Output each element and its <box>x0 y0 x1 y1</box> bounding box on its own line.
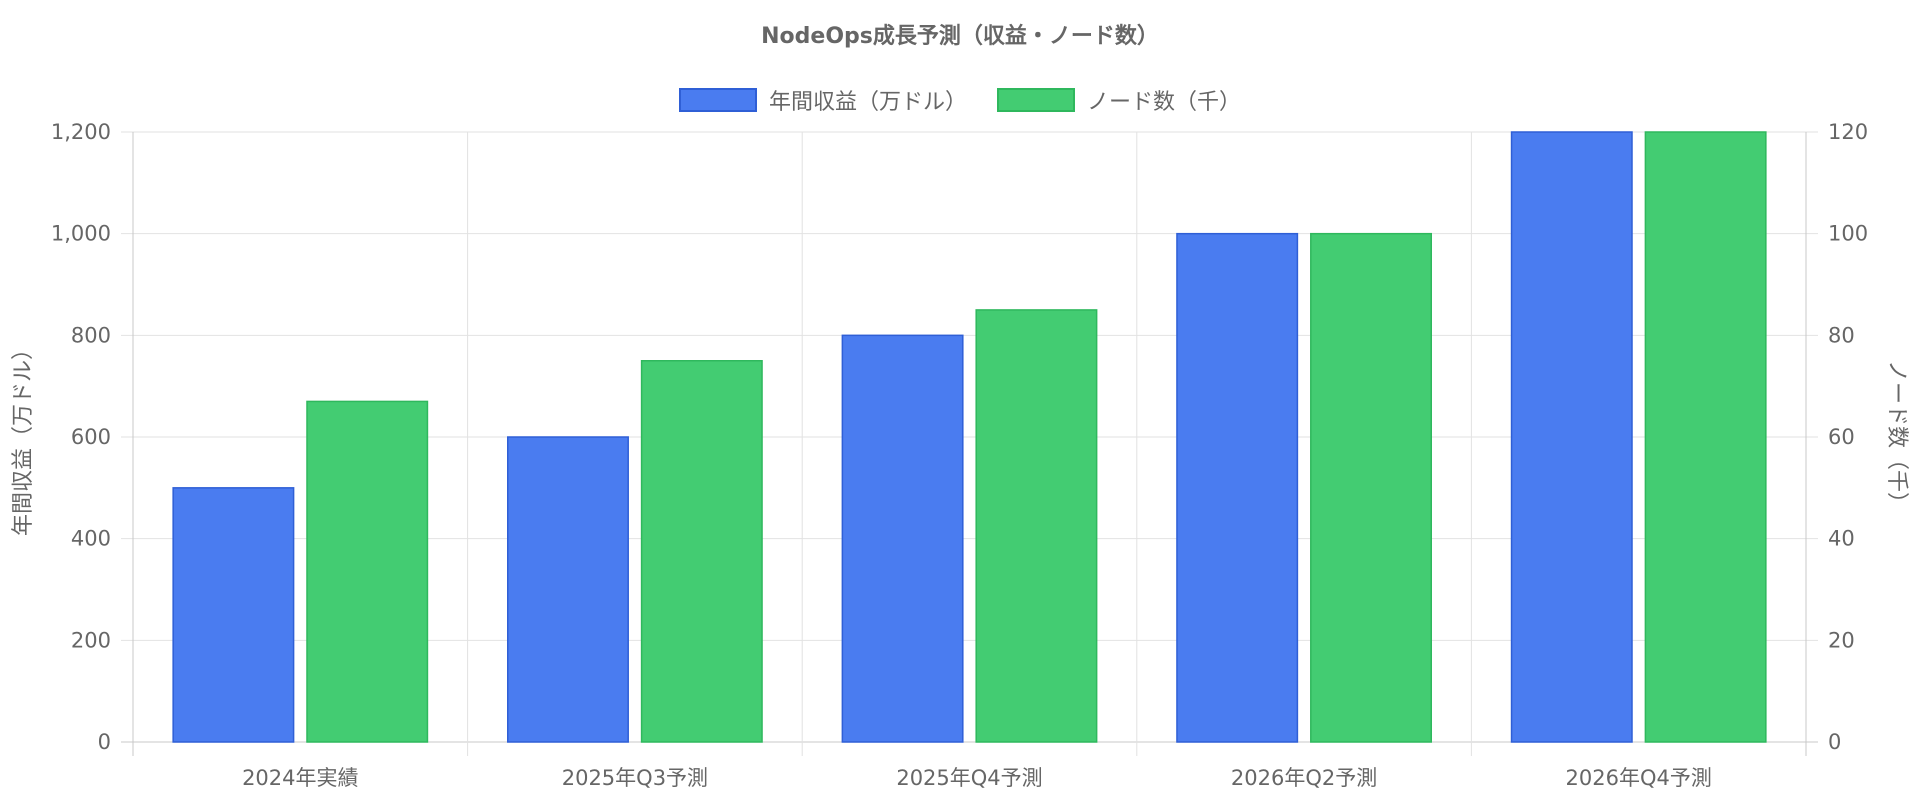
y-right-axis-title: ノード数（千） <box>1884 360 1909 514</box>
y-left-tick-label: 0 <box>98 730 111 754</box>
y-left-tick-label: 400 <box>71 527 111 551</box>
chart-title: NodeOps成長予測（収益・ノード数） <box>761 24 1159 49</box>
x-tick-label: 2026年Q4予測 <box>1566 766 1712 790</box>
bar-revenue <box>172 487 295 743</box>
y-left-tick-label: 1,200 <box>51 120 111 144</box>
y-left-tick-label: 200 <box>71 628 111 652</box>
x-tick-label: 2025年Q3予測 <box>562 766 708 790</box>
bar-revenue <box>1176 232 1299 743</box>
bar-nodes <box>975 309 1098 743</box>
y-left-tick-label: 1,000 <box>51 222 111 246</box>
y-left-tick-label: 600 <box>71 425 111 449</box>
legend-label-revenue: 年間収益（万ドル） <box>768 90 967 115</box>
y-right-tick-label: 0 <box>1828 730 1841 754</box>
y-left-axis-title: 年間収益（万ドル） <box>11 338 36 536</box>
x-tick-label: 2026年Q2予測 <box>1231 766 1377 790</box>
bar-revenue <box>1510 131 1633 743</box>
legend-swatch-nodes <box>997 88 1075 112</box>
legend-swatch-revenue <box>678 88 757 112</box>
legend-item-revenue[interactable]: 年間収益（万ドル） <box>678 84 967 116</box>
bar-nodes <box>640 360 763 743</box>
x-tick-label: 2025年Q4予測 <box>896 766 1042 790</box>
y-right-tick-label: 40 <box>1828 527 1855 551</box>
y-right-tick-label: 120 <box>1828 120 1868 144</box>
bar-nodes <box>306 400 429 743</box>
legend: 年間収益（万ドル） ノード数（千） <box>0 84 1920 116</box>
x-tick-label: 2024年実績 <box>242 766 358 790</box>
bar-revenue <box>841 334 964 743</box>
bar-nodes <box>1310 232 1432 743</box>
y-right-tick-label: 20 <box>1828 628 1855 652</box>
y-right-tick-label: 80 <box>1828 323 1855 347</box>
y-right-tick-label: 60 <box>1828 425 1855 449</box>
y-right-tick-label: 100 <box>1828 222 1868 246</box>
bar-nodes <box>1644 131 1767 743</box>
y-left-tick-label: 800 <box>71 323 111 347</box>
legend-label-nodes: ノード数（千） <box>1087 90 1242 115</box>
legend-item-nodes[interactable]: ノード数（千） <box>997 84 1241 116</box>
bar-revenue <box>507 436 629 743</box>
